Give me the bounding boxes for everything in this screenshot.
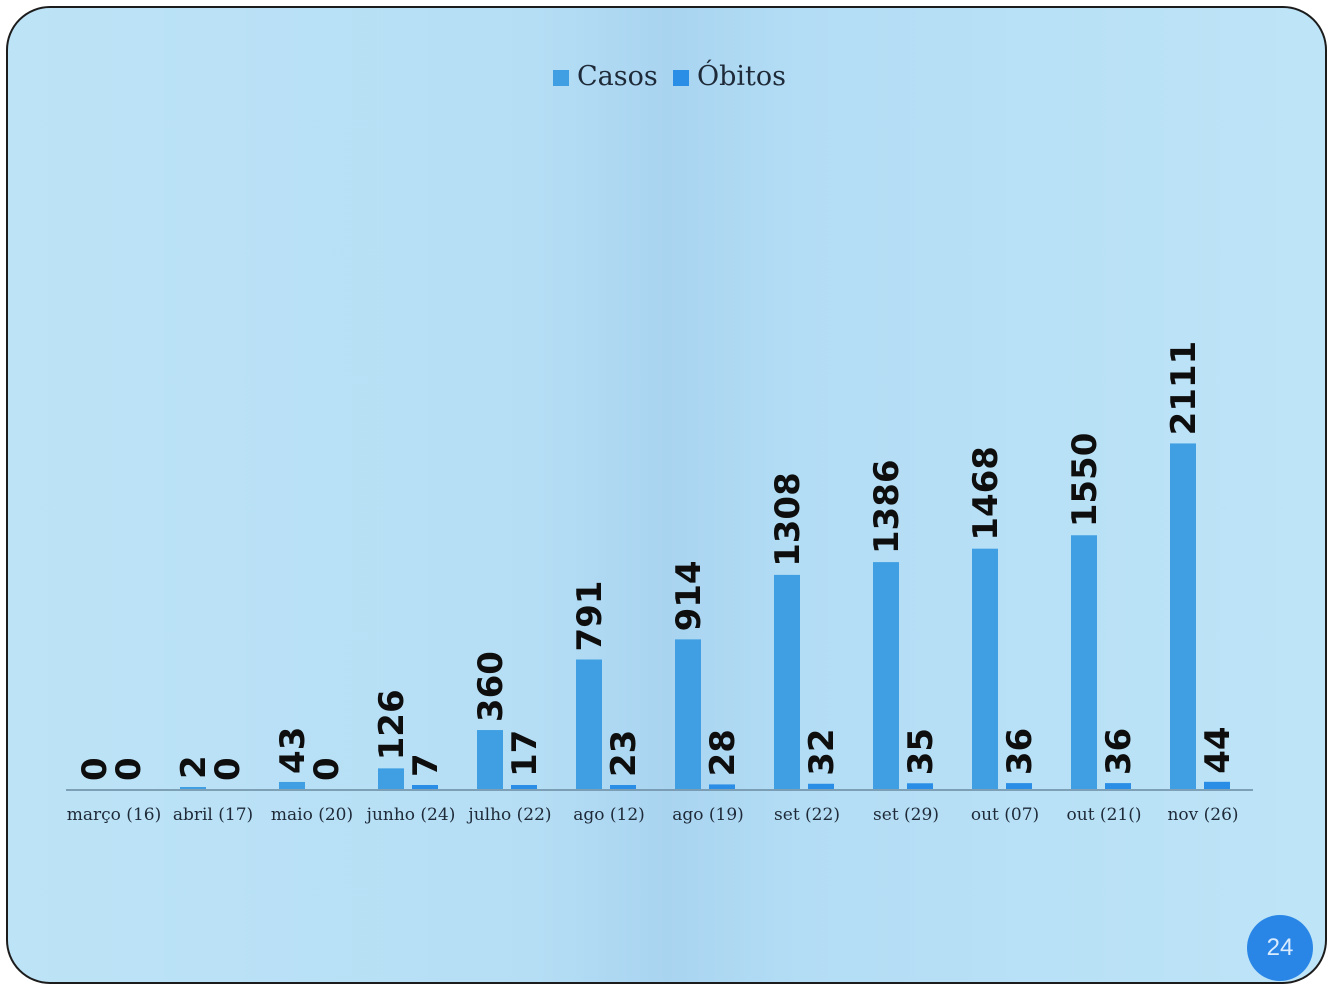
category-label: set (22) (774, 805, 840, 825)
category-label: março (16) (67, 805, 161, 825)
bar-casos (1170, 443, 1196, 789)
category-label: out (07) (971, 805, 1039, 825)
value-label-obitos: 23 (604, 730, 644, 777)
category-label: out (21() (1067, 805, 1142, 825)
bar-obitos (709, 784, 735, 789)
bar-casos (873, 562, 899, 789)
value-label-casos: 360 (471, 651, 511, 722)
value-label-obitos: 36 (1099, 728, 1139, 775)
legend-swatch-obitos (673, 70, 689, 86)
category-label: maio (20) (271, 805, 353, 825)
value-label-obitos: 0 (109, 757, 149, 781)
bar-casos (477, 730, 503, 789)
page-number-badge: 24 (1247, 915, 1313, 981)
bar-casos (1071, 535, 1097, 789)
bar-obitos (907, 783, 933, 789)
bar-casos (774, 574, 800, 789)
bars-group (180, 443, 1230, 789)
legend-label-obitos: Óbitos (697, 58, 786, 92)
value-label-casos: 126 (372, 689, 412, 760)
value-label-casos: 2 (174, 755, 214, 779)
value-labels: 00 20 430126736017791239142813083213863514… (75, 341, 1238, 781)
legend-swatch-casos (553, 70, 569, 86)
bar-obitos (808, 783, 834, 789)
bar-obitos (511, 785, 537, 789)
bar-obitos (1006, 783, 1032, 789)
value-label-casos: 1386 (867, 459, 907, 554)
value-label-obitos: 0 (208, 757, 248, 781)
bar-casos (576, 659, 602, 789)
bar-casos (180, 787, 206, 789)
bar-chart: Casos Óbitos março (16) abril (17) maio (20… (66, 58, 1253, 825)
chart-card: Casos Óbitos março (16) abril (17) maio (20… (6, 6, 1327, 984)
category-label: nov (26) (1167, 805, 1238, 825)
bar-obitos (610, 785, 636, 789)
category-label: ago (12) (573, 805, 645, 825)
category-labels: março (16) abril (17) maio (20) junho (24) j… (67, 805, 1239, 825)
value-label-obitos: 32 (802, 728, 842, 775)
value-label-obitos: 17 (505, 730, 545, 777)
category-label: junho (24) (365, 805, 456, 825)
bar-obitos (412, 785, 438, 789)
value-label-casos: 791 (570, 581, 610, 652)
bar-casos (279, 781, 305, 789)
value-label-casos: 1308 (768, 472, 808, 567)
value-label-obitos: 36 (1000, 728, 1040, 775)
value-label-casos: 914 (669, 560, 709, 631)
value-label-obitos: 0 (307, 757, 347, 781)
bar-obitos (1105, 783, 1131, 789)
value-label-casos: 2111 (1164, 341, 1204, 436)
value-label-obitos: 28 (703, 729, 743, 776)
value-label-obitos: 7 (406, 753, 446, 777)
value-label-casos: 1550 (1065, 433, 1105, 528)
legend-label-casos: Casos (577, 61, 658, 92)
category-label: set (29) (873, 805, 939, 825)
legend: Casos Óbitos (553, 58, 786, 92)
category-label: ago (19) (672, 805, 744, 825)
category-label: julho (22) (466, 805, 551, 825)
category-label: abril (17) (173, 805, 253, 825)
bar-casos (378, 768, 404, 789)
value-label-casos: 1468 (966, 446, 1006, 541)
value-label-obitos: 35 (901, 728, 941, 775)
value-label-casos: 43 (273, 727, 313, 774)
value-label-obitos: 44 (1198, 726, 1238, 773)
bar-casos (972, 548, 998, 789)
value-label-casos: 0 (75, 757, 115, 781)
bar-obitos (1204, 781, 1230, 789)
bar-casos (675, 639, 701, 789)
